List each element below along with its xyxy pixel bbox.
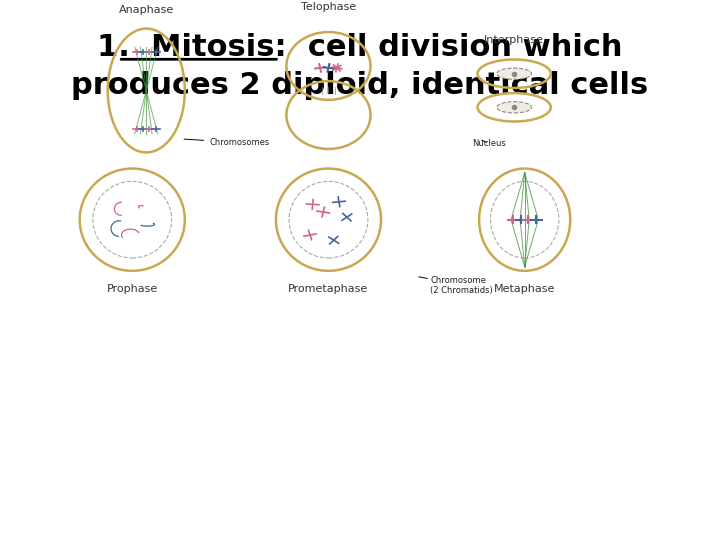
Text: Anaphase: Anaphase xyxy=(119,5,174,15)
Text: Chromosomes: Chromosomes xyxy=(184,138,269,147)
Text: 1.  Mitosis:  cell division which: 1. Mitosis: cell division which xyxy=(97,33,623,62)
Ellipse shape xyxy=(497,102,531,113)
Text: Telophase: Telophase xyxy=(301,3,356,12)
Text: Metaphase: Metaphase xyxy=(494,284,555,294)
Text: Prophase: Prophase xyxy=(107,284,158,294)
Text: Interphase: Interphase xyxy=(485,35,544,45)
Text: Nucleus: Nucleus xyxy=(472,139,506,148)
Text: Prometaphase: Prometaphase xyxy=(288,284,369,294)
Text: produces 2 diploid, identical cells: produces 2 diploid, identical cells xyxy=(71,71,649,99)
Ellipse shape xyxy=(497,68,531,79)
Text: Chromosome
(2 Chromatids): Chromosome (2 Chromatids) xyxy=(419,275,492,295)
